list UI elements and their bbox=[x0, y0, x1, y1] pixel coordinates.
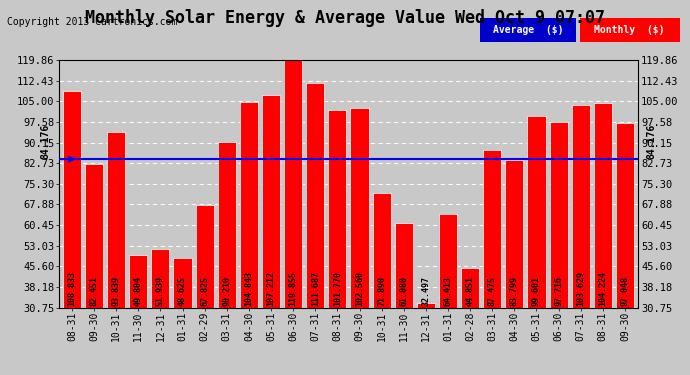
Text: Copyright 2013 Cartronics.com: Copyright 2013 Cartronics.com bbox=[7, 17, 177, 27]
Text: 93.839: 93.839 bbox=[112, 276, 121, 306]
Text: 119.855: 119.855 bbox=[288, 271, 297, 306]
Text: 84.176: 84.176 bbox=[647, 124, 656, 159]
Text: 83.799: 83.799 bbox=[510, 276, 519, 306]
Bar bbox=[328, 110, 346, 308]
Text: 82.451: 82.451 bbox=[90, 276, 99, 306]
Bar bbox=[351, 108, 368, 308]
Text: Average  ($): Average ($) bbox=[493, 25, 563, 35]
Text: 104.224: 104.224 bbox=[598, 271, 607, 306]
Text: 64.413: 64.413 bbox=[444, 276, 453, 306]
Bar bbox=[395, 223, 413, 308]
Bar bbox=[549, 122, 568, 308]
Bar bbox=[85, 164, 103, 308]
Text: 111.687: 111.687 bbox=[310, 271, 319, 306]
Bar bbox=[527, 116, 546, 308]
Text: 108.833: 108.833 bbox=[68, 271, 77, 306]
Text: Monthly Solar Energy & Average Value Wed Oct 9 07:07: Monthly Solar Energy & Average Value Wed… bbox=[85, 9, 605, 27]
Text: Monthly  ($): Monthly ($) bbox=[594, 25, 665, 35]
Text: 107.212: 107.212 bbox=[266, 271, 275, 306]
Text: 104.843: 104.843 bbox=[244, 271, 253, 306]
Bar bbox=[616, 123, 634, 308]
Bar bbox=[107, 132, 126, 308]
Bar bbox=[439, 214, 457, 308]
Bar bbox=[417, 303, 435, 307]
Bar bbox=[306, 83, 324, 308]
Bar bbox=[151, 249, 170, 308]
Bar bbox=[483, 150, 502, 308]
Text: 61.080: 61.080 bbox=[400, 276, 408, 306]
Bar bbox=[240, 102, 258, 308]
Text: 103.629: 103.629 bbox=[576, 271, 585, 306]
Bar bbox=[594, 104, 612, 308]
Bar bbox=[195, 204, 214, 308]
Text: 90.210: 90.210 bbox=[222, 276, 231, 306]
Bar bbox=[63, 91, 81, 308]
Text: 102.560: 102.560 bbox=[355, 271, 364, 306]
Text: 99.601: 99.601 bbox=[532, 276, 541, 306]
Text: 71.890: 71.890 bbox=[377, 276, 386, 306]
Text: 97.048: 97.048 bbox=[620, 276, 629, 306]
Bar bbox=[284, 60, 302, 308]
Text: 101.770: 101.770 bbox=[333, 271, 342, 306]
Bar bbox=[173, 258, 192, 308]
Text: 44.851: 44.851 bbox=[466, 276, 475, 306]
Bar bbox=[571, 105, 590, 308]
Bar bbox=[505, 160, 524, 308]
Text: 51.939: 51.939 bbox=[156, 276, 165, 306]
Text: 48.625: 48.625 bbox=[178, 276, 187, 306]
Text: 32.497: 32.497 bbox=[422, 276, 431, 306]
Bar bbox=[262, 95, 280, 308]
Bar bbox=[129, 255, 148, 308]
Text: 84.176: 84.176 bbox=[41, 124, 50, 159]
Bar bbox=[461, 268, 479, 308]
Bar bbox=[218, 142, 236, 308]
Text: 67.825: 67.825 bbox=[200, 276, 209, 306]
Text: 87.475: 87.475 bbox=[488, 276, 497, 306]
Text: 49.804: 49.804 bbox=[134, 276, 143, 306]
Text: 97.716: 97.716 bbox=[554, 276, 563, 306]
Bar bbox=[373, 193, 391, 308]
